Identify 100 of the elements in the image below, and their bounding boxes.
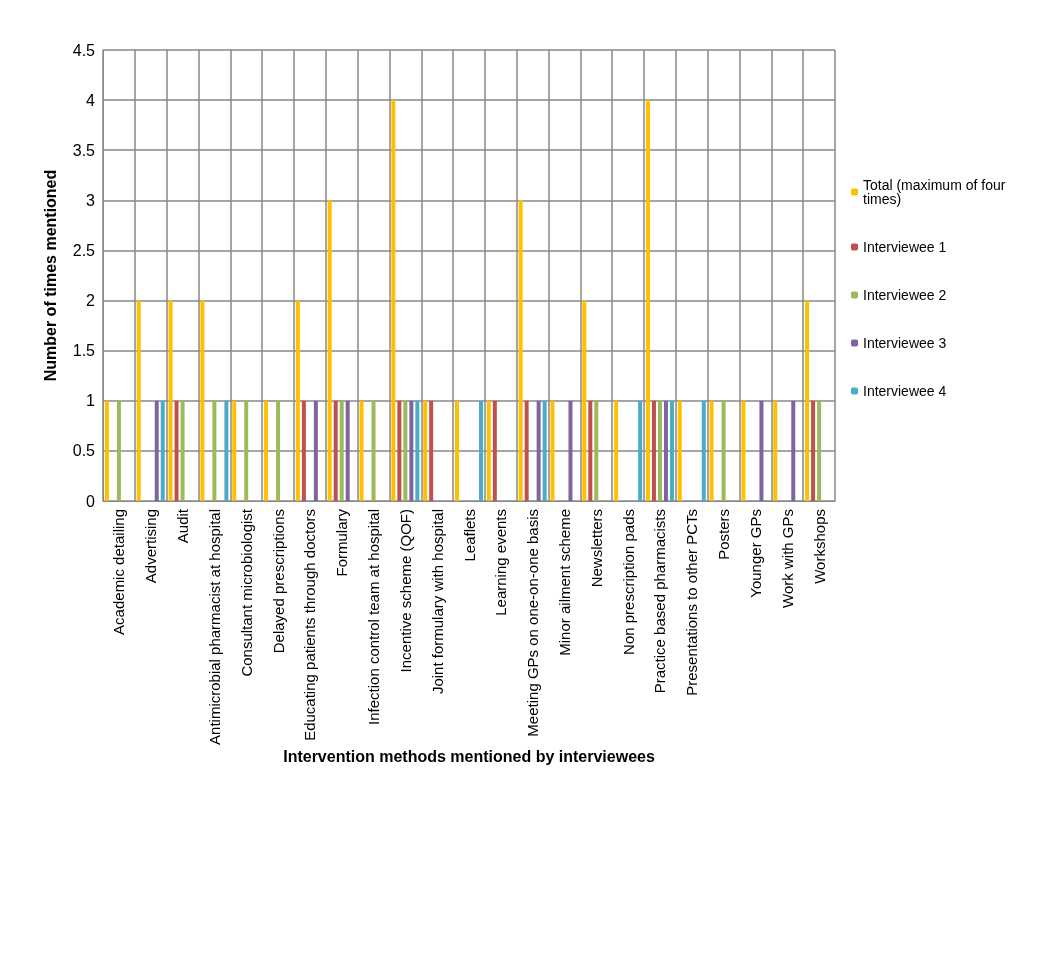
bar bbox=[313, 400, 318, 501]
x-tick-label: Audit bbox=[174, 508, 192, 544]
y-tick-label: 0 bbox=[86, 492, 96, 510]
bar bbox=[651, 400, 656, 501]
bar bbox=[455, 400, 459, 501]
y-tick-label: 3.5 bbox=[72, 141, 96, 159]
bar bbox=[550, 400, 555, 501]
bar bbox=[345, 400, 350, 501]
bar bbox=[415, 400, 420, 501]
bar bbox=[588, 400, 593, 501]
bar bbox=[154, 400, 159, 501]
y-tick-label: 0.5 bbox=[72, 442, 96, 460]
bar bbox=[594, 400, 599, 501]
x-axis-title: Intervention methods mentioned by interviewees bbox=[283, 748, 655, 766]
bar bbox=[663, 400, 668, 501]
legend-label: Interviewee 2 bbox=[863, 287, 947, 303]
bar bbox=[669, 400, 674, 501]
bar bbox=[244, 400, 249, 501]
bar bbox=[224, 400, 229, 501]
x-tick-label: Academic detailing bbox=[110, 509, 128, 635]
bar bbox=[232, 400, 237, 501]
bar bbox=[116, 400, 121, 501]
bar bbox=[397, 400, 402, 501]
bar bbox=[759, 400, 764, 501]
x-tick-label: Workshops bbox=[810, 509, 828, 584]
bar bbox=[486, 400, 491, 501]
bar bbox=[136, 300, 141, 501]
bar bbox=[709, 400, 714, 501]
bar bbox=[391, 100, 396, 501]
bar bbox=[645, 100, 650, 501]
bar bbox=[333, 400, 338, 501]
y-tick-label: 1 bbox=[86, 392, 96, 410]
bar bbox=[582, 300, 587, 501]
bar bbox=[536, 400, 541, 501]
bar bbox=[264, 400, 269, 501]
x-tick-label: Work with GPs bbox=[778, 509, 796, 608]
x-tick-label: Learning events bbox=[492, 509, 510, 616]
y-axis-title: Number of times mentioned bbox=[41, 169, 59, 382]
legend-label: Interviewee 1 bbox=[863, 239, 947, 255]
bar bbox=[429, 400, 434, 501]
x-tick-label: Meeting GPs on one-on-one basis bbox=[524, 509, 542, 737]
bar bbox=[518, 200, 523, 501]
bar bbox=[409, 400, 414, 501]
bar bbox=[180, 400, 185, 501]
bar bbox=[423, 400, 428, 501]
bar bbox=[811, 400, 816, 501]
x-tick-label: Non prescription pads bbox=[619, 509, 637, 655]
x-tick-label: Presentations to other PCTs bbox=[683, 509, 701, 696]
bar bbox=[817, 400, 822, 501]
bar bbox=[657, 400, 662, 501]
y-tick-label: 2.5 bbox=[72, 241, 96, 259]
bar bbox=[721, 400, 726, 501]
x-tick-label: Incentive scheme (QOF) bbox=[396, 509, 414, 673]
bar bbox=[568, 400, 573, 501]
legend-label: Total (maximum of four times) bbox=[863, 177, 1010, 207]
bar bbox=[301, 400, 306, 501]
bar bbox=[614, 400, 619, 501]
x-tick-label: Joint formulary with hospital bbox=[428, 509, 446, 695]
bar bbox=[701, 400, 706, 501]
y-tick-label: 3 bbox=[86, 191, 96, 209]
bar bbox=[327, 200, 332, 501]
x-tick-label: Formulary bbox=[333, 508, 351, 577]
x-tick-label: Infection control team at hospital bbox=[365, 509, 383, 725]
x-tick-label: Younger GPs bbox=[746, 509, 764, 598]
bar bbox=[339, 400, 344, 501]
bar bbox=[276, 400, 281, 501]
bar bbox=[638, 400, 643, 501]
bar bbox=[200, 300, 205, 501]
bar bbox=[677, 400, 682, 501]
x-tick-label: Advertising bbox=[142, 509, 160, 584]
y-tick-label: 4 bbox=[86, 91, 96, 109]
bar bbox=[741, 400, 746, 501]
x-tick-label: Leaflets bbox=[460, 509, 478, 562]
bar bbox=[212, 400, 217, 501]
legend-label: Interviewee 3 bbox=[863, 335, 947, 351]
bar bbox=[295, 300, 300, 501]
x-tick-label: Educating patients through doctors bbox=[301, 509, 319, 741]
bar bbox=[359, 400, 364, 501]
y-tick-label: 2 bbox=[86, 292, 96, 310]
y-tick-label: 4.5 bbox=[72, 41, 96, 59]
x-tick-label: Consultant microbiologist bbox=[237, 508, 255, 677]
bar bbox=[492, 400, 497, 501]
bar bbox=[104, 400, 109, 501]
x-tick-label: Posters bbox=[715, 509, 733, 560]
y-tick-label: 1.5 bbox=[72, 342, 96, 360]
bar bbox=[773, 400, 778, 501]
bar bbox=[371, 400, 376, 501]
bar bbox=[791, 400, 796, 501]
x-tick-label: Newsletters bbox=[587, 509, 605, 588]
x-tick-label: Antimicrobial pharmacist at hospital bbox=[205, 509, 223, 745]
bar bbox=[542, 400, 547, 501]
bar bbox=[524, 400, 529, 501]
bar bbox=[174, 400, 179, 501]
bar bbox=[805, 300, 810, 501]
bar bbox=[168, 300, 173, 501]
x-tick-label: Minor ailment scheme bbox=[555, 509, 573, 656]
bar bbox=[403, 400, 408, 501]
bar bbox=[479, 400, 483, 501]
legend-label: Interviewee 4 bbox=[863, 383, 947, 399]
x-tick-label: Practice based pharmacists bbox=[651, 509, 669, 694]
